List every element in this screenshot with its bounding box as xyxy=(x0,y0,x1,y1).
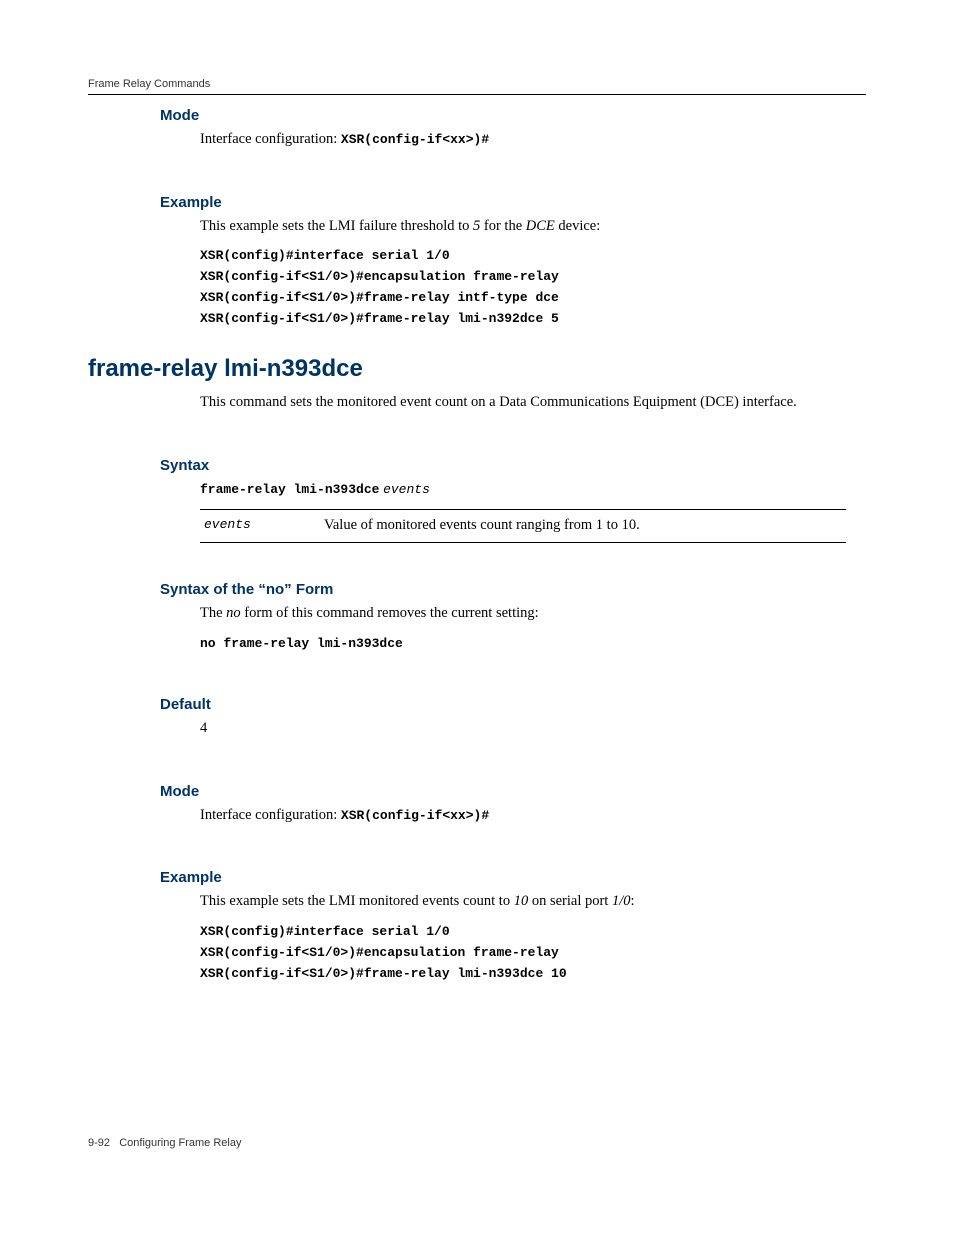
example-body-1: This example sets the LMI failure thresh… xyxy=(200,217,846,330)
noform-body: The no form of this command removes the … xyxy=(200,604,846,654)
ex2-e: : xyxy=(631,893,635,909)
ex1-a: This example sets the LMI failure thresh… xyxy=(200,218,473,234)
ex2-a: This example sets the LMI monitored even… xyxy=(200,893,514,909)
default-body: 4 xyxy=(200,719,846,739)
syntax-cmd: frame-relay lmi-n393dce xyxy=(200,482,379,497)
param-desc: Value of monitored events count ranging … xyxy=(324,516,846,536)
mode-heading-1: Mode xyxy=(160,107,866,124)
mode-heading-2: Mode xyxy=(160,783,866,800)
nf-a: The xyxy=(200,605,226,621)
syntax-heading: Syntax xyxy=(160,457,866,474)
example-code-2: XSR(config)#interface serial 1/0 XSR(con… xyxy=(200,922,846,984)
default-heading: Default xyxy=(160,696,866,713)
cmd-desc-text: This command sets the monitored event co… xyxy=(200,393,846,413)
ex1-d: DCE xyxy=(526,218,555,234)
mode-code-2: XSR(config-if<xx>)# xyxy=(341,808,489,823)
running-header: Frame Relay Commands xyxy=(88,78,866,90)
page-content: Frame Relay Commands Mode Interface conf… xyxy=(0,0,954,984)
example-heading-1: Example xyxy=(160,194,866,211)
example-heading-2: Example xyxy=(160,869,866,886)
command-description: This command sets the monitored event co… xyxy=(200,393,846,413)
param-table: events Value of monitored events count r… xyxy=(200,509,846,543)
ex1-e: device: xyxy=(555,218,601,234)
command-title: frame-relay lmi-n393dce xyxy=(88,355,866,383)
mode-code-1: XSR(config-if<xx>)# xyxy=(341,132,489,147)
ex2-b: 10 xyxy=(514,893,529,909)
noform-heading: Syntax of the “no” Form xyxy=(160,581,866,598)
default-value: 4 xyxy=(200,719,846,739)
header-rule xyxy=(88,94,866,95)
ex1-c: for the xyxy=(480,218,526,234)
mode-body-2: Interface configuration: XSR(config-if<x… xyxy=(200,806,846,826)
syntax-body: frame-relay lmi-n393dce events events Va… xyxy=(200,480,846,543)
param-row: events Value of monitored events count r… xyxy=(200,510,846,542)
ex2-c: on serial port xyxy=(528,893,612,909)
footer-label: Configuring Frame Relay xyxy=(119,1137,241,1149)
example-code-1: XSR(config)#interface serial 1/0 XSR(con… xyxy=(200,246,846,329)
param-name: events xyxy=(200,516,324,536)
nf-b: no xyxy=(226,605,241,621)
ex2-d: 1/0 xyxy=(612,893,631,909)
page-footer: 9-92 Configuring Frame Relay xyxy=(88,1137,241,1149)
mode-prefix-2: Interface configuration: xyxy=(200,807,341,823)
syntax-arg: events xyxy=(383,482,430,497)
mode-prefix-1: Interface configuration: xyxy=(200,131,341,147)
footer-page-number: 9-92 xyxy=(88,1137,110,1149)
noform-code: no frame-relay lmi-n393dce xyxy=(200,634,846,655)
mode-body-1: Interface configuration: XSR(config-if<x… xyxy=(200,130,846,150)
example-body-2: This example sets the LMI monitored even… xyxy=(200,892,846,984)
nf-c: form of this command removes the current… xyxy=(241,605,539,621)
